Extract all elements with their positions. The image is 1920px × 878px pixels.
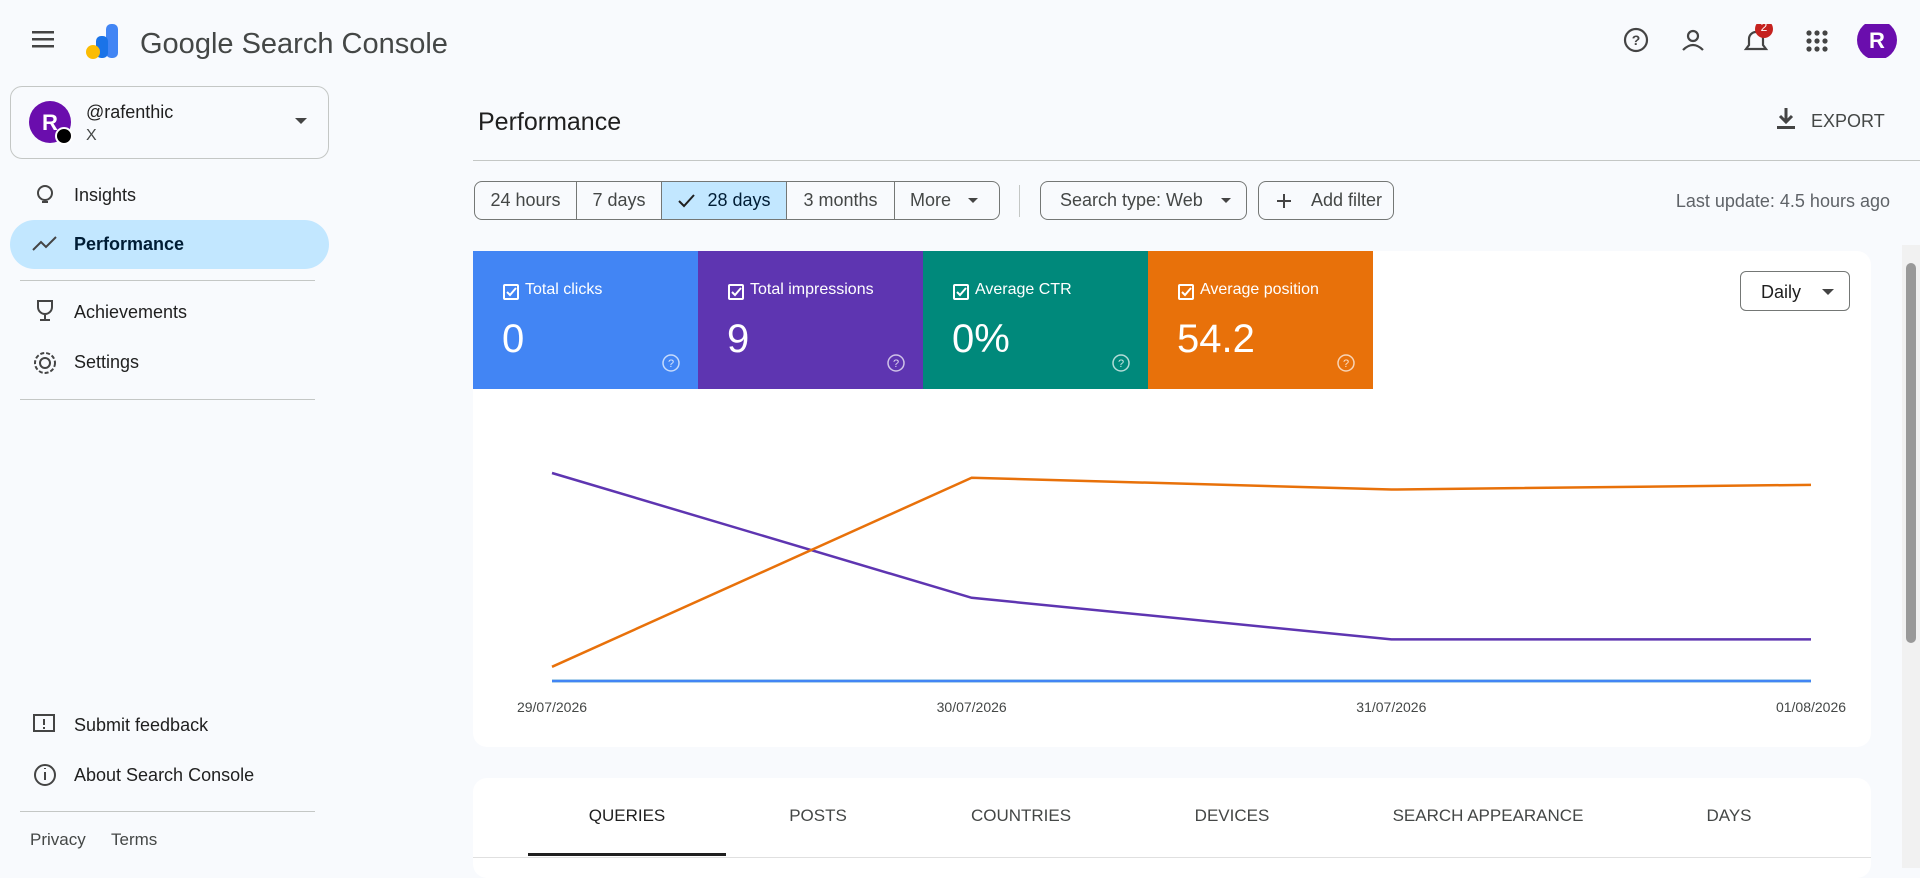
metric-label: Average CTR — [975, 281, 1072, 298]
scrollbar-thumb[interactable] — [1906, 263, 1916, 643]
svg-text:R: R — [42, 110, 58, 135]
nav-highlight — [10, 220, 329, 269]
apps-icon[interactable] — [1806, 30, 1828, 52]
metric-total: 9 — [727, 317, 750, 361]
metric-label: Total impressions — [750, 281, 874, 298]
metric-total: 0 — [502, 317, 525, 361]
tab[interactable]: POSTS — [789, 806, 847, 825]
property-avatar: R — [29, 101, 73, 145]
metric-tile[interactable]: Average position 54.2? — [1148, 251, 1373, 389]
metric-label: Average position — [1200, 281, 1319, 298]
export-icon — [1777, 108, 1795, 129]
svg-text:?: ? — [1118, 358, 1124, 370]
property-selector[interactable] — [10, 86, 329, 159]
divider — [20, 280, 315, 281]
divider — [473, 160, 1920, 161]
property-name: @rafenthic — [86, 102, 174, 122]
nav-icons — [32, 185, 57, 786]
granularity-label: Daily — [1761, 282, 1802, 302]
nav-item[interactable]: About Search Console — [74, 765, 255, 785]
chart: 29/07/2026 30/07/2026 31/07/2026 01/08/2026 — [517, 471, 1846, 715]
metric-tile[interactable]: Average CTR 0%? — [923, 251, 1148, 389]
property-type: X — [86, 127, 97, 144]
nav-item[interactable]: Settings — [74, 352, 140, 372]
search-type-label: Search type: Web — [1060, 190, 1203, 210]
tab[interactable]: QUERIES — [588, 806, 666, 825]
series-line — [551, 471, 1811, 641]
metric-tile[interactable]: Total impressions 9? — [698, 251, 923, 389]
date-filter-chip[interactable]: 24 hours — [474, 181, 577, 220]
series-line — [551, 476, 1812, 668]
divider — [1019, 185, 1020, 217]
avatar[interactable] — [1857, 24, 1897, 58]
date-filter-chip[interactable]: 7 days — [576, 181, 662, 220]
divider — [20, 811, 315, 812]
date-filter-chip[interactable]: 28 days — [661, 181, 787, 220]
scrollbar[interactable] — [1902, 245, 1920, 868]
menu-icon[interactable] — [30, 28, 58, 52]
nav-item[interactable]: Achievements — [74, 302, 188, 322]
tab[interactable]: DAYS — [1706, 806, 1752, 825]
divider — [473, 857, 1871, 858]
toolbar-icons: ? R — [1623, 24, 1897, 58]
date-filter-chip[interactable]: More — [894, 181, 1000, 220]
tabs-card — [473, 778, 1871, 878]
nav-item[interactable]: Performance — [74, 234, 185, 254]
x-tick-label: 29/07/2026 — [517, 699, 587, 715]
date-filter-label: 28 days — [707, 190, 771, 210]
svg-text:?: ? — [1632, 32, 1641, 48]
tab-underline — [528, 853, 726, 856]
date-filter-chip[interactable]: 3 months — [786, 181, 895, 220]
date-filter-label: 24 hours — [490, 190, 561, 210]
nav-item[interactable]: Submit feedback — [74, 715, 209, 735]
date-filter-label: 3 months — [803, 190, 878, 210]
svg-text:R: R — [1869, 28, 1885, 53]
footer-link[interactable]: Privacy — [30, 830, 86, 849]
granularity-dropdown[interactable]: Daily — [1740, 271, 1850, 311]
search-type-chip[interactable]: Search type: Web — [1040, 181, 1247, 220]
divider — [20, 399, 315, 400]
metric-checkbox[interactable] — [953, 284, 969, 300]
metric-checkbox[interactable] — [1178, 284, 1194, 300]
add-filter-chip[interactable]: Add filter — [1258, 181, 1394, 220]
add-filter-label: Add filter — [1311, 190, 1383, 210]
last-update: Last update: 4.5 hours ago — [1675, 191, 1890, 211]
metric-label: Total clicks — [525, 281, 603, 298]
tab[interactable]: SEARCH APPEARANCE — [1392, 806, 1584, 825]
metric-total: 0% — [952, 317, 1010, 361]
metric-tile[interactable]: Total clicks 0? — [473, 251, 698, 389]
app-title: Google Search Console — [140, 28, 448, 60]
notification-count: 2 — [1760, 20, 1768, 34]
x-tick-label: 30/07/2026 — [937, 699, 1007, 715]
metric-total: 54.2 — [1177, 317, 1255, 361]
dropdown-arrow — [295, 118, 307, 124]
x-tick-label: 01/08/2026 — [1776, 699, 1846, 715]
svg-text:?: ? — [668, 358, 674, 370]
svg-text:?: ? — [1343, 358, 1349, 370]
metric-checkbox[interactable] — [503, 284, 519, 300]
nav-item[interactable]: Insights — [74, 185, 137, 205]
export-button[interactable]: EXPORT — [1811, 111, 1885, 131]
footer-link[interactable]: Terms — [111, 830, 158, 849]
date-filter-label: More — [910, 190, 952, 210]
metric-checkbox[interactable] — [728, 284, 744, 300]
x-tick-label: 31/07/2026 — [1356, 699, 1426, 715]
date-filter-label: 7 days — [592, 190, 646, 210]
svg-text:?: ? — [893, 358, 899, 370]
admin-icon[interactable] — [1686, 29, 1700, 43]
tab[interactable]: DEVICES — [1194, 806, 1270, 825]
logo — [86, 24, 118, 59]
help-icon[interactable] — [1623, 27, 1649, 53]
page-title: Performance — [478, 108, 622, 136]
tab[interactable]: COUNTRIES — [970, 806, 1072, 825]
